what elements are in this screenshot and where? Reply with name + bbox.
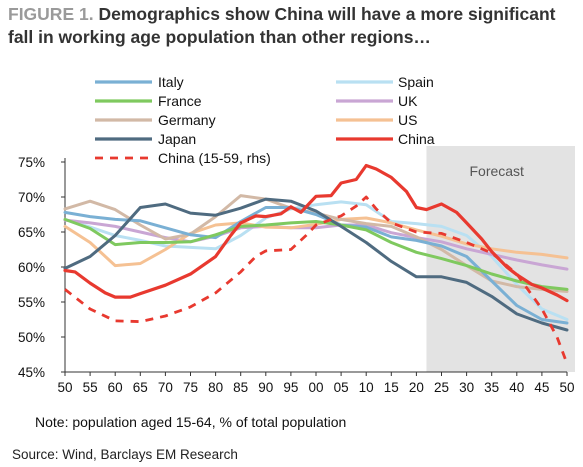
figure-label: FIGURE 1.	[8, 4, 94, 24]
series-lines	[63, 163, 569, 365]
y-tick-label: 50%	[18, 330, 45, 345]
x-tick-label: 70	[158, 380, 173, 395]
series-line-italy	[63, 206, 569, 325]
x-tick-label: 80	[208, 380, 223, 395]
series-line-china	[63, 163, 569, 303]
legend-label-china: China	[398, 131, 435, 147]
chart-title: FIGURE 1. Demographics show China will h…	[8, 3, 578, 49]
x-tick-label: 85	[233, 380, 248, 395]
legend-label-france: France	[158, 93, 202, 109]
y-tick-label: 65%	[18, 225, 45, 240]
legend-label-italy: Italy	[158, 74, 184, 90]
y-tick-label: 75%	[18, 155, 45, 170]
x-tick-label: 50	[559, 380, 574, 395]
x-tick-label: 60	[108, 380, 123, 395]
x-tick-label: 20	[409, 380, 424, 395]
x-tick-label: 35	[484, 380, 499, 395]
x-tick-label: 25	[434, 380, 449, 395]
x-tick-label: 30	[459, 380, 474, 395]
legend-label-china-15-59-rhs: China (15-59, rhs)	[158, 150, 271, 166]
x-tick-label: 05	[334, 380, 349, 395]
forecast-label: Forecast	[469, 163, 524, 179]
x-tick-label: 00	[308, 380, 323, 395]
x-tick-label: 45	[534, 380, 549, 395]
chart-note: Note: population aged 15-64, % of total …	[35, 414, 346, 430]
chart-source: Source: Wind, Barclays EM Research	[12, 447, 238, 462]
y-tick-label: 55%	[18, 295, 45, 310]
y-tick-label: 45%	[18, 365, 45, 380]
figure-title: Demographics show China will have a more…	[8, 4, 556, 47]
x-tick-label: 90	[258, 380, 273, 395]
series-line-japan	[63, 197, 569, 332]
legend-label-us: US	[398, 112, 417, 128]
x-tick-label: 55	[83, 380, 98, 395]
x-tick-label: 50	[57, 380, 72, 395]
legend: Italy Spain France UK Germany US Japan China Chi…	[95, 74, 435, 166]
series-line-uk	[63, 218, 569, 271]
legend-label-germany: Germany	[158, 112, 216, 128]
x-tick-label: 95	[283, 380, 298, 395]
legend-label-japan: Japan	[158, 131, 196, 147]
y-tick-label: 70%	[18, 190, 45, 205]
x-tick-label: 15	[384, 380, 399, 395]
series-line-france	[63, 217, 569, 291]
x-tick-label: 75	[183, 380, 198, 395]
legend-label-spain: Spain	[398, 74, 434, 90]
y-tick-label: 60%	[18, 260, 45, 275]
series-line-china-15-59-rhs	[64, 195, 569, 365]
x-tick-label: 65	[133, 380, 148, 395]
legend-label-uk: UK	[398, 93, 418, 109]
axes: 75% 70% 65% 60% 55% 50% 45% 50 55 60 65 70 75 80 85 90 9…	[18, 155, 575, 395]
x-tick-label: 10	[359, 380, 374, 395]
x-tick-label: 40	[509, 380, 524, 395]
